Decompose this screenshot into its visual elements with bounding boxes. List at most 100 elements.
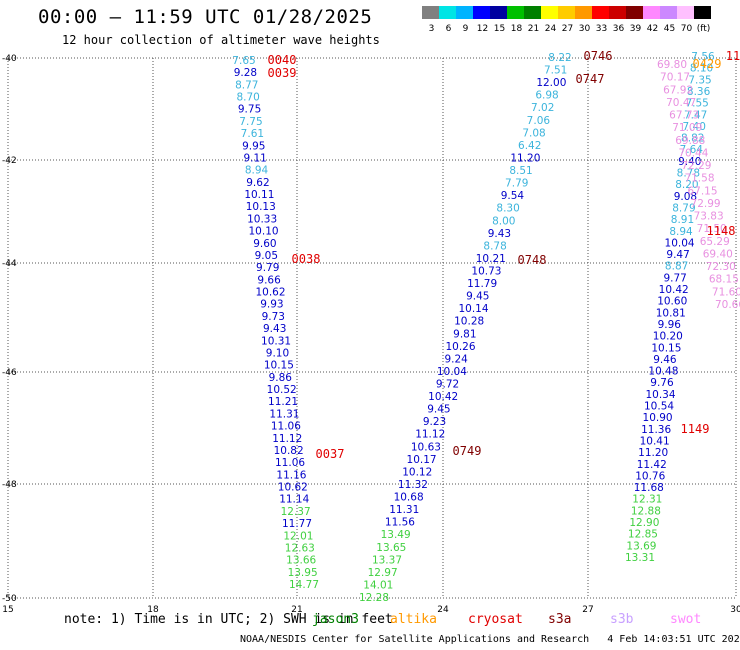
time-marker: 11 <box>726 49 740 63</box>
wave-height-value: 6.98 <box>535 90 558 102</box>
x-tick-label: 15 <box>2 605 13 615</box>
y-tick-label: -40 <box>2 54 17 64</box>
x-tick-label: 30 <box>730 605 740 615</box>
time-marker: 0429 <box>693 57 722 71</box>
wave-height-value: 9.10 <box>266 347 289 359</box>
wave-height-value: 8.78 <box>677 168 700 180</box>
wave-height-value: 71.60 <box>712 286 740 298</box>
wave-height-value: 67.92 <box>663 84 693 96</box>
time-marker: 0746 <box>584 49 613 63</box>
satellite-legend-jason3: jason3 <box>312 612 359 627</box>
wave-height-value: 9.47 <box>666 249 689 261</box>
wave-height-value: 72.30 <box>706 261 736 273</box>
wave-height-value: 10.81 <box>656 307 686 319</box>
wave-height-value: 9.93 <box>260 299 283 311</box>
wave-height-value: 9.28 <box>234 67 257 79</box>
wave-height-value: 8.36 <box>687 86 711 98</box>
wave-height-value: 68.15 <box>709 274 739 286</box>
wave-height-value: 10.76 <box>635 470 665 482</box>
wave-height-value: 8.94 <box>245 165 269 177</box>
legend-note: note: 1) Time is in UTC; 2) SWH is in fe… <box>64 612 393 627</box>
wave-height-value: 10.31 <box>261 335 291 347</box>
wave-height-value: 7.35 <box>688 74 711 86</box>
wave-height-value: 70.47 <box>666 97 696 109</box>
wave-height-value: 14.77 <box>289 579 319 591</box>
wave-height-value: 8.94 <box>669 226 693 238</box>
wave-height-value: 11.06 <box>275 457 305 469</box>
wave-height-value: 10.15 <box>651 342 681 354</box>
x-axis: 15 18 21 24 27 30 <box>2 605 740 615</box>
satellite-legend-swot: swot <box>670 612 702 627</box>
wave-height-value: 11.32 <box>398 479 428 491</box>
x-tick-label: 24 <box>437 605 449 615</box>
wave-height-value: 12.90 <box>629 517 659 529</box>
satellite-legend-s3a: s3a <box>548 612 572 627</box>
wave-height-value: 71.58 <box>684 173 714 185</box>
wave-height-value: 9.43 <box>488 228 511 240</box>
colorbar-swatch <box>660 6 677 19</box>
wave-height-value: 6.42 <box>518 140 541 152</box>
wave-height-value: 72.99 <box>691 198 721 210</box>
wave-height-value: 9.23 <box>423 416 446 428</box>
time-marker: 0039 <box>268 66 297 80</box>
wave-height-value: 8.10 <box>690 63 713 75</box>
wave-height-value: 10.62 <box>278 482 308 494</box>
wave-height-value: 13.65 <box>376 542 406 554</box>
colorbar-label: 24 <box>545 24 557 34</box>
wave-height-tracks: 7.659.288.778.709.757.757.619.959.118.94… <box>232 51 740 604</box>
wave-height-value: 8.22 <box>548 52 571 64</box>
x-tick-label: 18 <box>147 605 159 615</box>
wave-height-value: 11.06 <box>271 421 301 433</box>
colorbar-label: 30 <box>579 24 591 34</box>
wave-height-value: 7.79 <box>505 178 528 190</box>
colorbar-swatch <box>541 6 558 19</box>
colorbar-label: 36 <box>613 24 625 34</box>
wave-height-value: 9.77 <box>663 272 686 284</box>
wave-height-value: 10.11 <box>244 189 274 201</box>
colorbar-swatch <box>626 6 643 19</box>
wave-height-value: 9.46 <box>653 354 677 366</box>
time-marker: 0038 <box>292 252 321 266</box>
footer: NOAA/NESDIS Center for Satellite Applica… <box>240 634 740 645</box>
y-tick-label: -42 <box>2 156 17 166</box>
colorbar-label: 39 <box>630 24 642 34</box>
time-marker: 0040 <box>268 53 297 67</box>
wave-height-value: 10.82 <box>274 445 304 457</box>
colorbar-swatch <box>422 6 439 19</box>
wave-height-value: 11.14 <box>279 494 309 506</box>
colorbar-swatch <box>558 6 575 19</box>
wave-height-value: 70.66 <box>715 299 740 311</box>
wave-height-value: 9.96 <box>658 319 682 331</box>
wave-height-value: 11.12 <box>415 429 445 441</box>
wave-height-value: 69.40 <box>703 248 733 260</box>
wave-height-value: 9.79 <box>256 262 279 274</box>
wave-height-value: 9.11 <box>243 152 266 164</box>
wave-height-value: 11.20 <box>510 152 540 164</box>
wave-height-value: 12.31 <box>632 494 662 506</box>
colorbar: 3 6 9 12 15 18 21 24 27 30 33 36 39 42 45 70 (ft) <box>422 6 711 34</box>
wave-height-value: 9.45 <box>427 404 450 416</box>
y-axis: -40 -42 -44 -46 -48 -50 <box>2 54 17 604</box>
wave-height-value: 11.36 <box>641 424 671 436</box>
colorbar-label: 33 <box>596 24 607 34</box>
wave-height-value: 7.65 <box>232 55 255 67</box>
wave-height-value: 10.90 <box>643 412 673 424</box>
wave-height-value: 12.01 <box>283 530 313 542</box>
wave-height-value: 9.45 <box>466 291 489 303</box>
wave-height-value: 12.63 <box>285 542 315 554</box>
wave-height-value: 7.55 <box>685 98 708 110</box>
wave-height-value: 9.54 <box>501 190 525 202</box>
wave-height-value: 10.68 <box>394 492 424 504</box>
colorbar-swatch <box>507 6 524 19</box>
time-marker: 0748 <box>518 253 547 267</box>
wave-height-value: 12.00 <box>536 77 566 89</box>
wave-height-value: 7.02 <box>531 102 554 114</box>
footer-org: NOAA/NESDIS Center for Satellite Applica… <box>240 634 590 645</box>
wave-height-value: 11.79 <box>467 278 497 290</box>
wave-height-value: 13.69 <box>626 540 656 552</box>
wave-height-value: 10.33 <box>247 213 277 225</box>
wave-height-value: 13.31 <box>625 552 655 564</box>
wave-height-value: 13.37 <box>372 554 402 566</box>
wave-height-value: 7.40 <box>683 121 706 133</box>
wave-height-value: 10.15 <box>264 360 294 372</box>
